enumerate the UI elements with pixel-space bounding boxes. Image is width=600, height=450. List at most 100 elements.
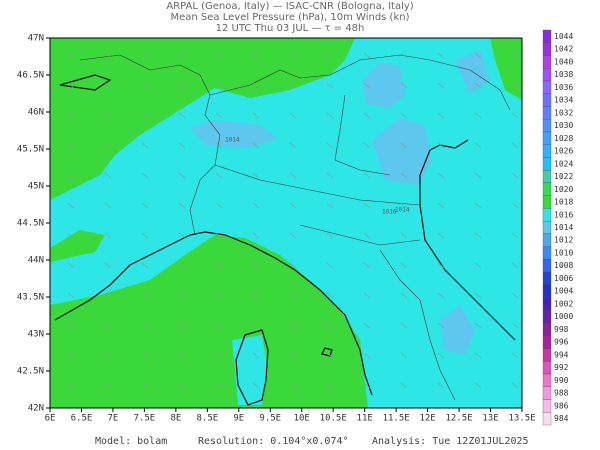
wind-barb xyxy=(252,322,260,329)
wind-barb xyxy=(178,322,186,329)
wind-barb xyxy=(215,172,223,179)
wind-barb xyxy=(437,322,445,329)
colorbar-label: 1022 xyxy=(554,172,573,181)
wind-barb xyxy=(215,382,223,389)
wind-barb xyxy=(215,52,223,59)
wind-barb xyxy=(474,262,482,269)
wind-barb xyxy=(67,232,75,239)
wind-barb xyxy=(511,112,519,119)
wind-barb xyxy=(400,52,408,59)
lon-label: 11.5E xyxy=(383,414,410,424)
colorbar-cell xyxy=(542,208,552,222)
colorbar-cell xyxy=(542,80,552,94)
colorbar-cell xyxy=(542,195,552,209)
colorbar-cell xyxy=(542,310,552,324)
colorbar-label: 988 xyxy=(554,389,569,398)
wind-barb xyxy=(289,262,297,269)
wind-barb xyxy=(437,172,445,179)
lon-label: 6E xyxy=(45,414,56,424)
lon-label: 10E xyxy=(294,414,310,424)
wind-barb xyxy=(252,352,260,359)
contour-label: 1016 xyxy=(382,209,397,216)
wind-barb xyxy=(141,232,149,239)
wind-barb xyxy=(289,112,297,119)
wind-barb xyxy=(363,172,371,179)
border xyxy=(299,224,421,246)
lat-label: 45N xyxy=(28,182,44,192)
wind-barb xyxy=(363,292,371,299)
wind-barb xyxy=(252,82,260,89)
wind-barb xyxy=(400,202,408,209)
pressure-1014 xyxy=(440,305,475,355)
contour-label: 1014 xyxy=(395,207,410,214)
colorbar-cell xyxy=(542,399,552,413)
wind-barb xyxy=(511,232,519,239)
wind-barb xyxy=(104,202,112,209)
wind-barb xyxy=(252,232,260,239)
wind-barb xyxy=(400,232,408,239)
colorbar-label: 1026 xyxy=(554,147,573,156)
lat-label: 47N xyxy=(28,34,44,44)
wind-barb xyxy=(363,232,371,239)
wind-barb xyxy=(326,322,334,329)
contour-label: 1014 xyxy=(225,137,240,144)
footer-analysis: Analysis: Tue 12Z01JUL2025 xyxy=(372,436,529,447)
wind-barb xyxy=(474,292,482,299)
colorbar-label: 986 xyxy=(554,401,569,410)
wind-barb xyxy=(326,52,334,59)
lat-label: 43.5N xyxy=(17,293,44,303)
wind-barb xyxy=(178,82,186,89)
header-line: 12 UTC Thu 03 JUL — τ = 48h xyxy=(216,23,365,34)
colorbar-label: 1040 xyxy=(554,57,573,66)
wind-barb xyxy=(252,292,260,299)
coastline xyxy=(54,234,191,321)
colorbar-cell xyxy=(542,106,552,120)
colorbar-cell xyxy=(542,335,552,349)
wind-barb xyxy=(474,232,482,239)
lat-label: 45.5N xyxy=(17,145,44,155)
pressure-1018 xyxy=(50,235,368,408)
wind-barb xyxy=(252,172,260,179)
wind-barb xyxy=(178,352,186,359)
wind-barb xyxy=(400,292,408,299)
wind-barb xyxy=(141,112,149,119)
header-line: Mean Sea Level Pressure (hPa), 10m Winds… xyxy=(171,12,410,23)
wind-barb xyxy=(178,202,186,209)
wind-barb xyxy=(474,52,482,59)
wind-barb xyxy=(437,82,445,89)
wind-barb xyxy=(289,322,297,329)
wind-barb xyxy=(178,172,186,179)
wind-barb xyxy=(400,352,408,359)
lon-label: 7E xyxy=(108,414,119,424)
wind-barb xyxy=(437,142,445,149)
wind-barb xyxy=(474,382,482,389)
wind-barb xyxy=(178,142,186,149)
colorbar-label: 1002 xyxy=(554,299,573,308)
wind-barb xyxy=(400,112,408,119)
island xyxy=(321,347,333,357)
colorbar-label: 1044 xyxy=(554,32,573,41)
pressure-1014 xyxy=(362,62,405,108)
wind-barb xyxy=(67,202,75,209)
wind-barb xyxy=(474,352,482,359)
wind-barb xyxy=(289,202,297,209)
footer-model: Model: bolam xyxy=(95,436,167,447)
colorbar-cell xyxy=(542,386,552,400)
lat-label: 44.5N xyxy=(17,219,44,229)
coastline xyxy=(189,231,373,396)
colorbar-label: 996 xyxy=(554,338,569,347)
wind-barb xyxy=(141,292,149,299)
wind-barb xyxy=(141,82,149,89)
wind-barb xyxy=(67,322,75,329)
wind-barb xyxy=(363,112,371,119)
colorbar-cell xyxy=(542,348,552,362)
lat-label: 46.5N xyxy=(17,71,44,81)
wind-barb xyxy=(67,112,75,119)
colorbar-label: 994 xyxy=(554,350,569,359)
wind-barb xyxy=(215,142,223,149)
wind-barb xyxy=(178,292,186,299)
wind-barb xyxy=(437,352,445,359)
wind-barb xyxy=(474,172,482,179)
wind-barb xyxy=(104,112,112,119)
